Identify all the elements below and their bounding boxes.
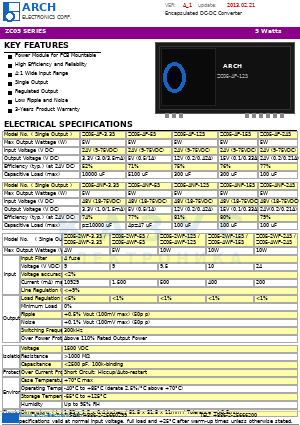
Text: К А З У С: К А З У С: [56, 213, 244, 247]
Text: Э Л Е К Т Р О Н И К А: Э Л Е К Т Р О Н И К А: [58, 252, 242, 267]
